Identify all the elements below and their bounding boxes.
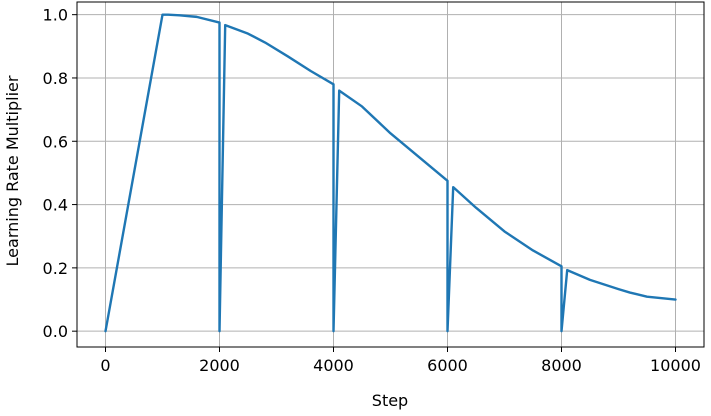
series-line <box>104 13 677 333</box>
y-tick-label: 0.4 <box>43 196 68 215</box>
y-axis-label: Learning Rate Multiplier <box>3 75 22 266</box>
x-axis-label: Step <box>372 391 408 410</box>
y-tick-label: 0.2 <box>43 259 68 278</box>
series-layer <box>104 13 677 333</box>
plot-frame <box>76 1 705 348</box>
y-tick-label: 0.8 <box>43 69 68 88</box>
tick-layer: 0 2000 4000 6000 8000 10000 0.0 0.2 0.4 0.6 0.8 1.0 <box>43 6 701 375</box>
x-tick-label: 6000 <box>427 356 468 375</box>
x-tick-label: 2000 <box>199 356 240 375</box>
x-tick-label: 8000 <box>541 356 582 375</box>
y-tick-label: 0.6 <box>43 132 68 151</box>
x-tick-label: 10000 <box>650 356 701 375</box>
y-tick-label: 1.0 <box>43 6 68 25</box>
y-tick-label: 0.0 <box>43 322 68 341</box>
x-tick-label: 4000 <box>313 356 354 375</box>
grid-layer <box>77 2 704 347</box>
x-tick-label: 0 <box>100 356 110 375</box>
